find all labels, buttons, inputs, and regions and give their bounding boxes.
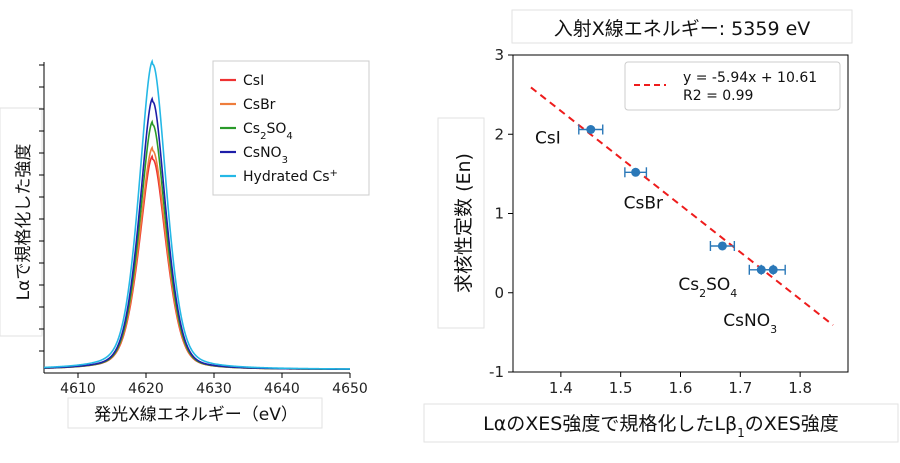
spectrum-x-axis-label: 発光X線エネルギー（eV） xyxy=(94,405,298,425)
y-tick-label: 3 xyxy=(494,46,504,64)
correlation-x-ticks: 1.4 1.5 1.6 1.7 1.8 xyxy=(549,372,812,397)
x-tick-label: 4630 xyxy=(196,381,232,397)
fit-r2: R2 = 0.99 xyxy=(683,88,753,104)
y-tick-label: -1 xyxy=(489,363,504,381)
spectrum-y-ticks xyxy=(39,64,44,352)
spectrum-legend-items: CsI CsBr Cs2SO4 CsNO3 Hydrated Cs+ xyxy=(220,73,338,185)
x-tick-label: 4610 xyxy=(60,381,96,397)
title-box xyxy=(511,9,853,44)
x-tick-label: 1.4 xyxy=(549,379,573,397)
x-tick-label: 4640 xyxy=(264,381,300,397)
fit-legend xyxy=(624,61,841,111)
y-tick-label: 0 xyxy=(494,284,504,302)
legend-label-4: Hydrated Cs+ xyxy=(243,168,338,186)
spectrum-x-ticks: 4610 4620 4630 4640 4650 xyxy=(60,373,368,397)
spectrum-y-axis-label: Lαで規格化した強度 xyxy=(14,144,34,301)
spectrum-chart-panel: Lαで規格化した強度 4610 4620 4630 4640 4650 CsI CsBr C… xyxy=(0,0,410,459)
x-tick-label: 1.6 xyxy=(669,379,693,397)
fit-line xyxy=(530,86,834,326)
correlation-chart: 入射X線エネルギー: 5359 eV 求核性定数 (En) -1 0 1 2 3 1.4… xyxy=(423,9,899,443)
spectrum-chart: Lαで規格化した強度 4610 4620 4630 4640 4650 CsICsBrC… xyxy=(0,58,370,429)
y-tick-label: 1 xyxy=(494,205,504,223)
correlation-chart-title: 入射X線エネルギー: 5359 eV xyxy=(554,18,811,40)
legend-label-0: CsI xyxy=(243,73,264,89)
point-label-3: CsNO3 xyxy=(723,311,777,336)
data-point-0 xyxy=(586,124,596,134)
legend-label-3: CsNO3 xyxy=(243,145,288,166)
spectrum-curves xyxy=(43,58,351,370)
correlation-x-axis-label: LαのXES強度で規格化したLβ1のXES強度 xyxy=(483,413,839,440)
fit-equation: y = -5.94x + 10.61 xyxy=(683,70,817,86)
x-tick-label: 4620 xyxy=(128,381,164,397)
spectrum-line-4 xyxy=(43,58,351,370)
ylabel-box xyxy=(0,107,43,337)
correlation-points xyxy=(578,124,786,275)
point-label-1: CsBr xyxy=(624,193,663,213)
xlabel-box-right xyxy=(423,403,899,443)
ylabel-box-right xyxy=(437,117,485,329)
point-label-0: CsI xyxy=(535,128,561,148)
legend-label-1: CsBr xyxy=(243,97,276,113)
point-label-2: Cs2SO4 xyxy=(678,275,737,300)
x-tick-label: 1.5 xyxy=(609,379,633,397)
x-tick-label: 1.8 xyxy=(788,379,812,397)
data-point-4 xyxy=(768,265,778,275)
legend-label-2: Cs2SO4 xyxy=(243,121,293,142)
correlation-y-ticks: -1 0 1 2 3 xyxy=(489,46,513,381)
data-point-2 xyxy=(717,241,727,251)
x-tick-label: 4650 xyxy=(332,381,368,397)
x-tick-label: 1.7 xyxy=(728,379,752,397)
correlation-point-labels: CsI CsBr Cs2SO4 CsNO3 xyxy=(535,128,777,335)
xlabel-box xyxy=(67,397,323,429)
correlation-chart-panel: 入射X線エネルギー: 5359 eV 求核性定数 (En) -1 0 1 2 3 1.4… xyxy=(410,0,900,459)
spectrum-legend xyxy=(212,60,370,196)
data-point-1 xyxy=(631,167,641,177)
y-tick-label: 2 xyxy=(494,125,504,143)
correlation-y-axis-label: 求核性定数 (En) xyxy=(453,153,475,293)
